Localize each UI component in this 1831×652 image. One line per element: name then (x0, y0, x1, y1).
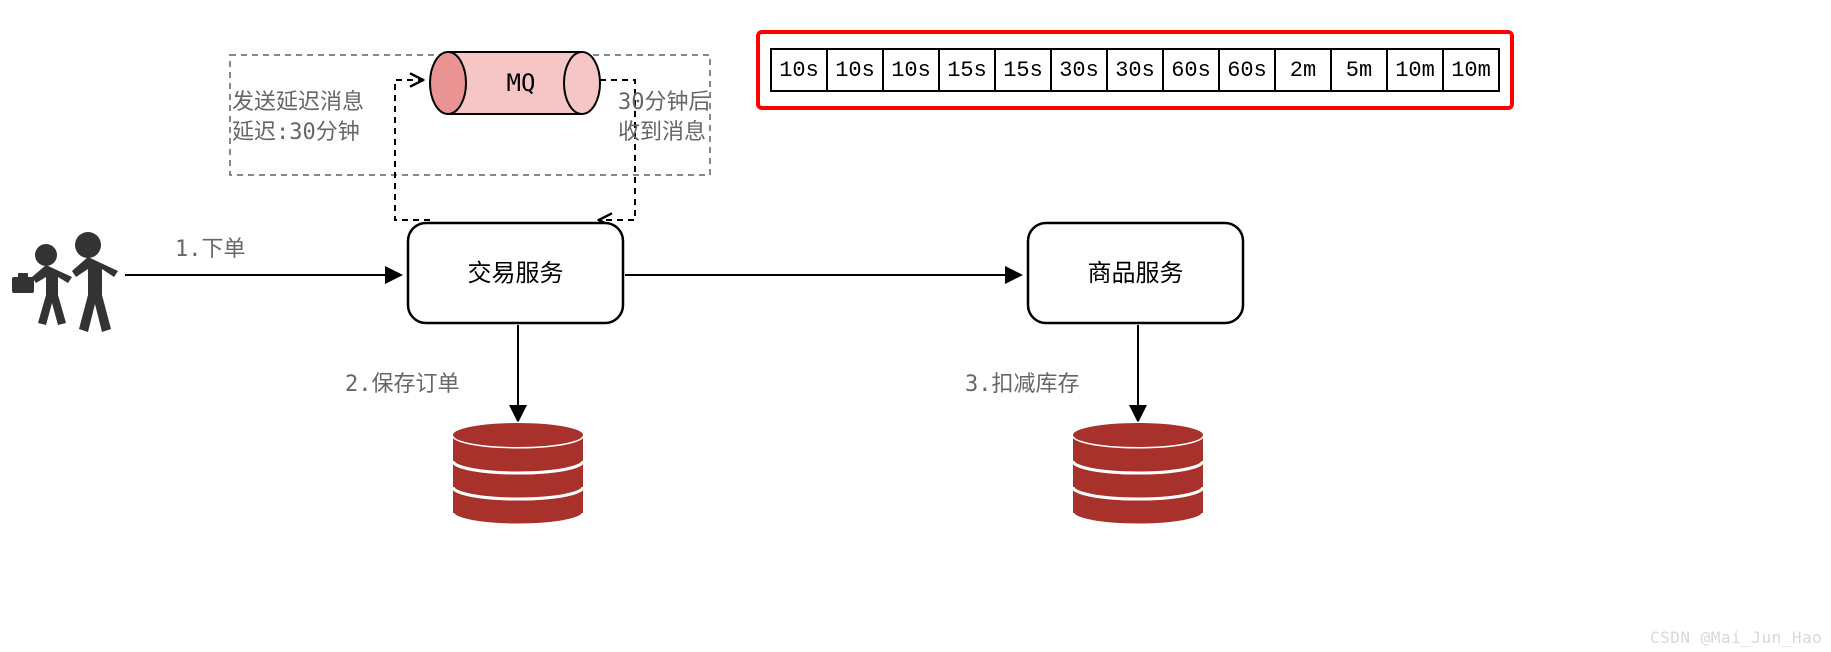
label-send-delay: 发送延迟消息 延迟:30分钟 (232, 88, 364, 147)
db-trade-icon (453, 423, 583, 525)
delay-cell: 10m (1442, 48, 1500, 92)
delay-cell: 10s (826, 48, 884, 92)
delay-cell: 15s (994, 48, 1052, 92)
delay-cell: 2m (1274, 48, 1332, 92)
label-deduct-stock: 3.扣减库存 (965, 370, 1080, 400)
delay-cell: 30s (1050, 48, 1108, 92)
svg-text:MQ: MQ (507, 69, 536, 97)
db-product-icon (1073, 423, 1203, 525)
delay-cell: 10m (1386, 48, 1444, 92)
label-recv-delay: 30分钟后 收到消息 (618, 88, 711, 147)
delay-cell: 60s (1218, 48, 1276, 92)
trade-service-node: 交易服务 (408, 223, 623, 323)
delay-cell: 30s (1106, 48, 1164, 92)
label-save-order: 2.保存订单 (345, 370, 460, 400)
mq-node: MQ (430, 52, 600, 114)
people-icon (12, 232, 118, 332)
svg-text:商品服务: 商品服务 (1088, 259, 1184, 287)
delay-cell: 10s (882, 48, 940, 92)
delay-cell: 60s (1162, 48, 1220, 92)
product-service-node: 商品服务 (1028, 223, 1243, 323)
delay-cell: 5m (1330, 48, 1388, 92)
delay-table: 10s10s10s15s15s30s30s60s60s2m5m10m10m (756, 30, 1514, 110)
delay-cell: 10s (770, 48, 828, 92)
svg-text:交易服务: 交易服务 (468, 259, 564, 287)
edge-send-delay (395, 80, 430, 220)
watermark: CSDN @Mai_Jun_Hao (1650, 628, 1822, 647)
delay-cell: 15s (938, 48, 996, 92)
label-order: 1.下单 (175, 235, 246, 265)
